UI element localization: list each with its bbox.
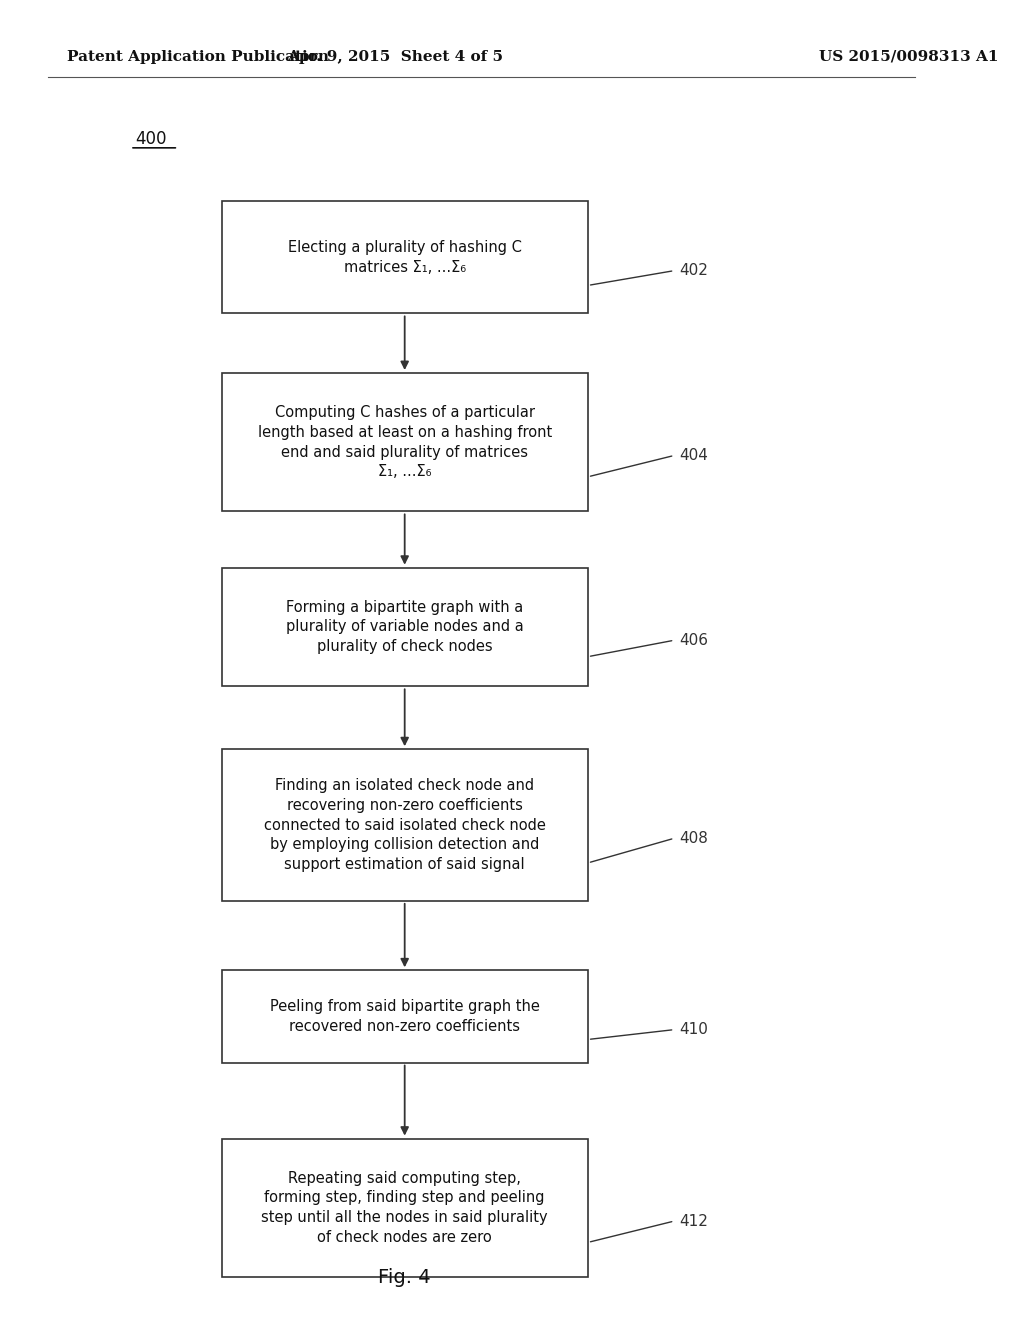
FancyBboxPatch shape bbox=[221, 568, 588, 686]
FancyBboxPatch shape bbox=[221, 1138, 588, 1278]
FancyBboxPatch shape bbox=[221, 372, 588, 511]
Text: Peeling from said bipartite graph the
recovered non-zero coefficients: Peeling from said bipartite graph the re… bbox=[269, 999, 540, 1034]
Text: US 2015/0098313 A1: US 2015/0098313 A1 bbox=[819, 50, 998, 63]
Text: 406: 406 bbox=[679, 632, 709, 648]
Text: Apr. 9, 2015  Sheet 4 of 5: Apr. 9, 2015 Sheet 4 of 5 bbox=[287, 50, 503, 63]
Text: Fig. 4: Fig. 4 bbox=[379, 1269, 431, 1287]
Text: 412: 412 bbox=[679, 1213, 709, 1229]
Text: 410: 410 bbox=[679, 1022, 709, 1038]
Text: Computing C hashes of a particular
length based at least on a hashing front
end : Computing C hashes of a particular lengt… bbox=[258, 405, 552, 479]
Text: 402: 402 bbox=[679, 263, 709, 279]
Text: 408: 408 bbox=[679, 830, 709, 846]
Text: Finding an isolated check node and
recovering non-zero coefficients
connected to: Finding an isolated check node and recov… bbox=[264, 777, 546, 873]
FancyBboxPatch shape bbox=[221, 750, 588, 900]
Text: 400: 400 bbox=[135, 129, 166, 148]
Text: Electing a plurality of hashing C
matrices Σ₁, ...Σ₆: Electing a plurality of hashing C matric… bbox=[288, 240, 521, 275]
Text: Patent Application Publication: Patent Application Publication bbox=[68, 50, 330, 63]
Text: 404: 404 bbox=[679, 447, 709, 463]
Text: Repeating said computing step,
forming step, finding step and peeling
step until: Repeating said computing step, forming s… bbox=[261, 1171, 548, 1245]
FancyBboxPatch shape bbox=[221, 970, 588, 1063]
FancyBboxPatch shape bbox=[221, 201, 588, 313]
Text: Forming a bipartite graph with a
plurality of variable nodes and a
plurality of : Forming a bipartite graph with a plurali… bbox=[286, 599, 523, 655]
